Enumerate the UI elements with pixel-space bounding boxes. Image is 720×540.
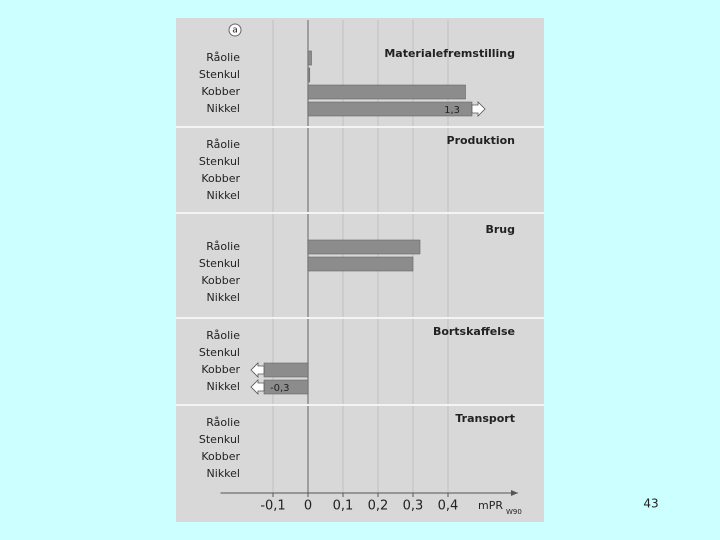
x-tick-label: 0,3 [403, 499, 424, 514]
bar [263, 362, 309, 378]
panel-title: Produktion [447, 134, 515, 147]
x-axis-label-sub: W90 [506, 508, 522, 516]
panel-title: Transport [455, 412, 515, 425]
category-label: Stenkul [199, 155, 240, 168]
bar [307, 84, 466, 100]
category-label: Kobber [201, 450, 240, 463]
panel-title: Bortskaffelse [433, 325, 515, 338]
overflow-arrow [250, 362, 265, 378]
bar [307, 239, 421, 255]
category-label: Råolie [206, 51, 240, 64]
bar [307, 50, 312, 66]
x-tick-label: 0 [304, 499, 312, 514]
bar [307, 256, 414, 272]
category-label: Kobber [201, 363, 240, 376]
category-label: Nikkel [207, 380, 240, 393]
category-label: Stenkul [199, 257, 240, 270]
marker: a [232, 26, 238, 36]
page-number: 43 [643, 497, 658, 511]
panel-title: Materialefremstilling [384, 47, 515, 60]
category-label: Råolie [206, 416, 240, 429]
category-label: Kobber [201, 172, 240, 185]
category-label: Råolie [206, 329, 240, 342]
x-axis-label: mPR [478, 499, 503, 512]
category-label: Nikkel [207, 467, 240, 480]
x-tick-label: 0,1 [333, 499, 354, 514]
category-label: Kobber [201, 85, 240, 98]
category-label: Stenkul [199, 433, 240, 446]
category-label: Stenkul [199, 346, 240, 359]
overflow-arrow [250, 379, 265, 395]
category-label: Råolie [206, 240, 240, 253]
value-label: 1,3 [444, 105, 460, 116]
bar [307, 67, 311, 83]
x-tick-label: 0,4 [438, 499, 459, 514]
category-label: Nikkel [207, 291, 240, 304]
marker-circle [228, 23, 242, 37]
overflow-arrow [471, 101, 486, 117]
category-label: Kobber [201, 274, 240, 287]
category-label: Stenkul [199, 68, 240, 81]
axis-arrow [511, 490, 518, 496]
x-tick-label: -0,1 [260, 499, 285, 514]
value-label: -0,3 [270, 383, 290, 394]
category-label: Nikkel [207, 189, 240, 202]
category-label: Råolie [206, 138, 240, 151]
x-tick-label: 0,2 [368, 499, 389, 514]
category-label: Nikkel [207, 102, 240, 115]
panel-title: Brug [485, 223, 515, 236]
